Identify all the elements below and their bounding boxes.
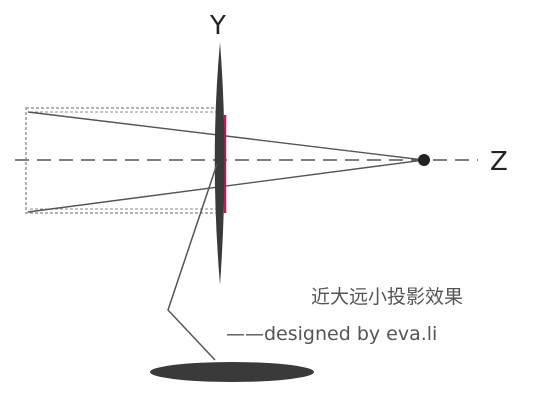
- projection-plane: [214, 42, 225, 285]
- stand-base: [150, 362, 314, 382]
- far-object-outline: [25, 107, 223, 214]
- plane-stand: [167, 163, 218, 361]
- viewpoint-dot: [418, 154, 430, 166]
- caption-credit: ——designed by eva.li: [226, 323, 437, 345]
- caption-title: 近大远小投影效果: [311, 286, 463, 308]
- y-axis-label: Y: [209, 11, 226, 41]
- z-axis-label: Z: [490, 147, 508, 177]
